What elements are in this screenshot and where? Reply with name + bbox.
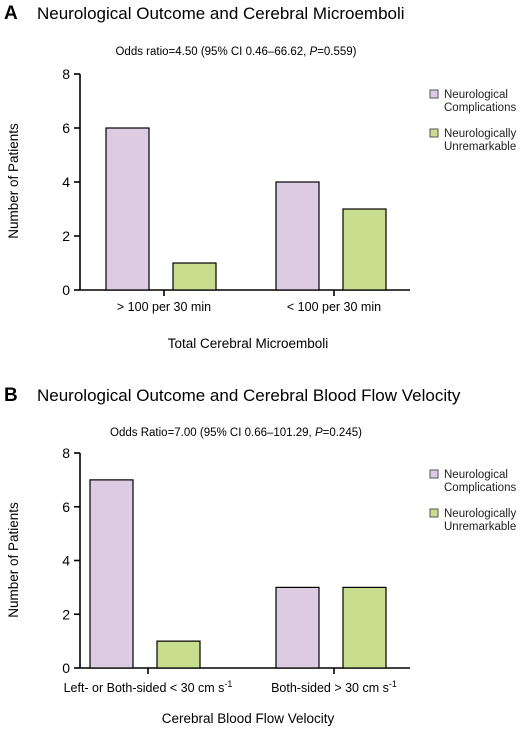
legend-label: Neurological [444, 469, 508, 481]
panel-letter: A [4, 3, 18, 24]
legend-label: Neurological [444, 89, 508, 101]
y-axis-label: Number of Patients [6, 502, 21, 618]
y-tick-label: 0 [62, 282, 70, 298]
bar [275, 181, 320, 291]
y-axis-label: Number of Patients [6, 123, 21, 239]
legend-swatch-complications [429, 89, 439, 99]
y-tick-label: 6 [62, 499, 70, 515]
legend-label: Neurologically [444, 508, 516, 520]
legend: Neurological Complications Neurologicall… [429, 469, 516, 533]
bar [275, 586, 320, 669]
panel-a: A Neurological Outcome and Cerebral Micr… [4, 3, 516, 351]
bars [105, 127, 387, 291]
legend-label: Complications [444, 102, 516, 114]
x-axis-label: Cerebral Blood Flow Velocity [162, 711, 335, 726]
y-tick-label: 4 [62, 174, 70, 190]
x-axis-label: Total Cerebral Microemboli [168, 336, 329, 351]
panel-b: B Neurological Outcome and Cerebral Bloo… [4, 385, 516, 726]
legend: Neurological Complications Neurologicall… [429, 89, 516, 153]
legend-label: Neurologically [444, 128, 516, 140]
bar [89, 479, 134, 669]
legend-label: Unremarkable [444, 141, 516, 153]
chart-title: Neurological Outcome and Cerebral Microe… [37, 4, 405, 23]
legend-swatch-complications [429, 469, 439, 479]
legend-label: Complications [444, 482, 516, 494]
panel-letter: B [4, 385, 18, 406]
legend-label: Unremarkable [444, 521, 516, 533]
chart-title: Neurological Outcome and Cerebral Blood … [37, 386, 461, 405]
odds-ratio-annotation: Odds ratio=4.50 (95% CI 0.46–66.62, P=0.… [115, 46, 356, 58]
y-tick-label: 2 [62, 228, 70, 244]
legend-swatch-unremarkable [429, 128, 439, 138]
bar [172, 262, 217, 291]
x-tick-label: < 100 per 30 min [287, 300, 381, 314]
odds-ratio-annotation: Odds Ratio=7.00 (95% CI 0.66–101.29, P=0… [110, 427, 362, 439]
bar [342, 586, 387, 669]
bars [89, 479, 387, 669]
y-tick-label: 8 [62, 445, 70, 461]
x-tick-label: > 100 per 30 min [117, 300, 211, 314]
y-tick-label: 0 [62, 660, 70, 676]
y-tick-label: 8 [62, 66, 70, 82]
x-tick-label: Both-sided > 30 cm s-1 [271, 679, 397, 695]
bar [156, 640, 201, 669]
y-tick-label: 4 [62, 553, 70, 569]
x-tick-label: Left- or Both-sided < 30 cm s-1 [64, 679, 233, 695]
y-tick-label: 6 [62, 120, 70, 136]
bar [342, 208, 387, 291]
legend-swatch-unremarkable [429, 508, 439, 518]
y-tick-label: 2 [62, 606, 70, 622]
bar [105, 127, 150, 291]
